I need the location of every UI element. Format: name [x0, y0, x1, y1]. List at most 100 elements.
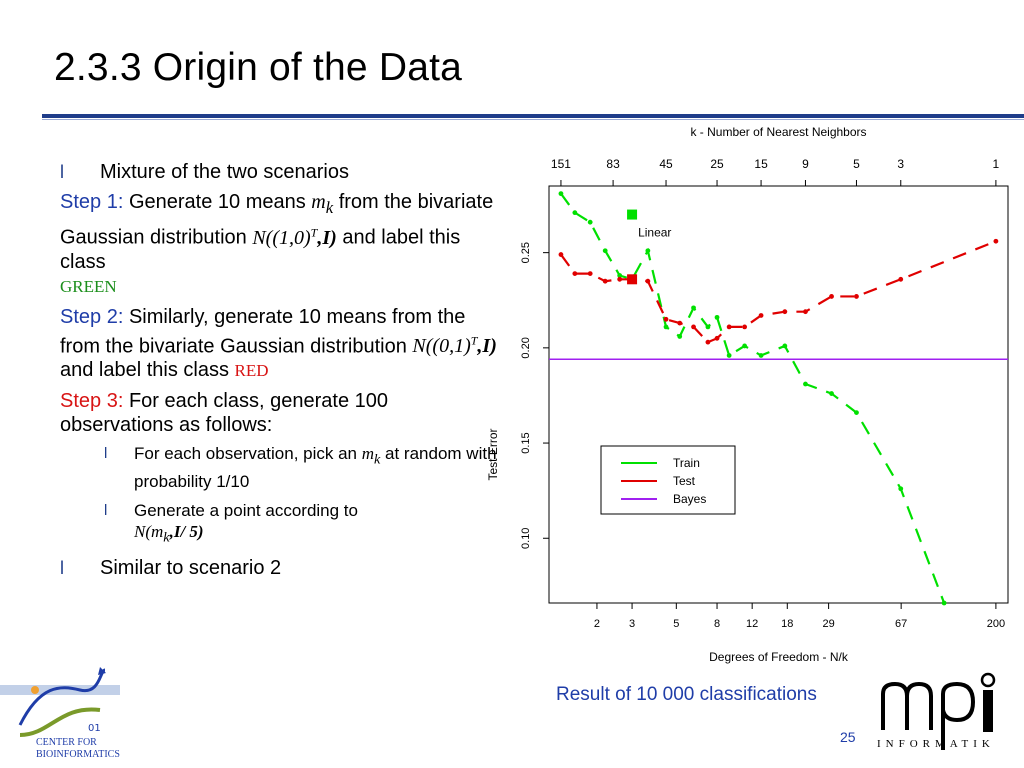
legend-label-bayes: Bayes [673, 492, 706, 506]
bullet-similar: l Similar to scenario 2 [60, 556, 500, 580]
test-point [854, 294, 859, 299]
top-tick-label: 1 [993, 157, 1000, 171]
train-line [560, 192, 946, 604]
test-point [645, 278, 651, 284]
train-point [829, 391, 834, 396]
bullet-marker: l [60, 558, 64, 579]
bottom-tick-label: 18 [781, 618, 793, 630]
point-distribution: N(mk,I/ 5) [134, 521, 204, 546]
step-1-text-c: and label this class [60, 226, 461, 273]
distribution-red: N((0,1)T,I) [412, 333, 497, 358]
test-point [829, 294, 834, 299]
top-tick-label: 9 [802, 157, 809, 171]
chart-caption: Result of 10 000 classifications [556, 684, 817, 705]
step-3-label: Step 3: [60, 390, 124, 413]
train-point [572, 210, 578, 216]
step-3-text: For each class, generate 100 observation… [60, 390, 388, 437]
top-axis-label: k - Number of Nearest Neighbors [690, 125, 866, 139]
test-point [677, 320, 683, 326]
test-point [705, 339, 711, 345]
step-1-text-b: from the bivariate Gaussian distribution [60, 191, 494, 249]
train-point [677, 334, 683, 339]
sub-bullet-marker: l [104, 445, 108, 463]
train-point [782, 343, 788, 349]
y-tick-label: 0.15 [520, 432, 532, 453]
sub-bullet-marker: l [104, 501, 108, 519]
y-tick-label: 0.10 [520, 528, 532, 549]
train-point [898, 486, 904, 492]
bottom-tick-label: 29 [822, 618, 834, 630]
bottom-tick-label: 3 [629, 618, 635, 630]
train-point [617, 273, 623, 278]
train-point [803, 381, 808, 387]
top-tick-label: 5 [853, 157, 860, 171]
test-point [993, 238, 999, 244]
legend-label-test: Test [673, 474, 696, 488]
mk-symbol: mk [311, 191, 334, 217]
title-divider-thin [42, 119, 1024, 120]
informatik-wordmark: INFORMATIK [877, 738, 995, 750]
test-point [572, 271, 578, 276]
test-point [587, 271, 593, 276]
bullet-marker: l [60, 162, 64, 182]
top-tick-label: 15 [754, 157, 768, 171]
linear-marker-test [627, 274, 638, 285]
step-1: Step 1: Generate 10 means mk from the bi… [60, 190, 500, 299]
bottom-tick-label: 5 [673, 618, 679, 630]
sub-bullet-text: For each observation, pick an [134, 444, 362, 464]
page-number: 25 [840, 729, 856, 745]
train-point [742, 343, 748, 349]
step-3: Step 3: For each class, generate 100 obs… [60, 389, 500, 437]
test-point [803, 309, 808, 315]
top-tick-label: 83 [606, 157, 620, 171]
bullet-text: Mixture of the two scenarios [100, 161, 349, 183]
bottom-tick-label: 2 [594, 618, 600, 630]
step-1-text: Generate 10 means [123, 191, 312, 213]
bottom-tick-label: 8 [714, 618, 720, 630]
test-line [560, 240, 997, 344]
top-tick-label: 151 [551, 157, 571, 171]
step-2-label: Step 2: [60, 305, 124, 328]
test-point [714, 335, 720, 341]
mk-symbol-sub: mk [361, 444, 381, 468]
train-point [854, 410, 859, 415]
train-point [691, 305, 696, 311]
legend-label-train: Train [673, 456, 700, 470]
plot-frame [548, 185, 1009, 604]
step-2-text: Similarly, generate 10 means from the fr… [60, 305, 466, 358]
top-tick-label: 45 [659, 157, 673, 171]
test-point [691, 324, 696, 330]
train-point [602, 248, 608, 254]
test-point [742, 324, 748, 330]
logo-line2: BIOINFORMATICS [36, 749, 120, 760]
linear-annotation: Linear [638, 226, 671, 240]
y-tick-label: 0.25 [520, 242, 532, 263]
sub-bullet-list: l For each observation, pick an mk at ra… [60, 443, 500, 548]
bottom-tick-label: 67 [895, 618, 907, 630]
step-2: Step 2: Similarly, generate 10 means fro… [60, 305, 500, 384]
sub-bullet-generate-point: l Generate a point according to N(mk,I/ … [104, 500, 500, 548]
sub-bullet-pick-mean: l For each observation, pick an mk at ra… [104, 443, 500, 491]
test-point [726, 324, 732, 330]
train-point [941, 600, 947, 606]
class-red-label: RED [234, 361, 269, 381]
title-divider [42, 114, 1024, 118]
test-point [898, 276, 904, 282]
train-point [758, 353, 764, 358]
x-axis-label: Degrees of Freedom - N/k [709, 650, 849, 664]
test-point [782, 309, 788, 315]
logo-digits: 01 [88, 723, 101, 734]
train-point [587, 219, 593, 225]
top-tick-label: 25 [710, 157, 724, 171]
test-point [602, 278, 608, 284]
test-point [758, 313, 764, 318]
sub-bullet-text-b: at random with probability 1/10 [134, 444, 497, 491]
test-point [558, 252, 564, 257]
bullet-list: l Mixture of the two scenarios Step 1: G… [60, 160, 500, 586]
y-axis-label: Test Error [486, 428, 500, 480]
test-point [663, 316, 669, 322]
sub-bullet-text: Generate a point according to [134, 500, 358, 520]
step-2-text-b: and label this class [60, 359, 235, 382]
train-point [645, 248, 651, 254]
